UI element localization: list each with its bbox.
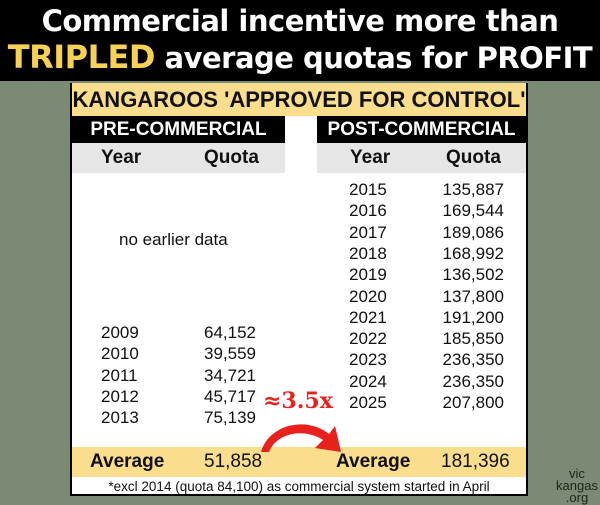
row-quota: 137,800 <box>442 286 504 306</box>
row-year: 2022 <box>349 329 387 349</box>
multiplier-annotation: ≈3.5x <box>263 388 333 414</box>
headline-highlight: TRIPLED <box>7 38 156 76</box>
row-year: 2024 <box>349 371 387 391</box>
no-earlier-data-note: no earlier data <box>119 230 228 249</box>
post-column-headers: Year Quota <box>317 143 526 173</box>
pre-col-quota: Quota <box>204 147 259 168</box>
row-quota: 64,152 <box>204 323 256 342</box>
row-quota: 169,544 <box>442 201 504 221</box>
headline-line-2: TRIPLED average quotas for PROFIT <box>0 38 600 76</box>
logo-line-1: vic <box>569 466 585 481</box>
pre-column-headers: Year Quota <box>72 143 285 173</box>
row-year: 2021 <box>349 307 387 327</box>
row-year: 2020 <box>349 286 387 306</box>
row-year: 2019 <box>349 265 387 285</box>
row-quota: 75,139 <box>204 408 256 428</box>
post-average-label: Average <box>336 451 411 472</box>
headline-banner: Commercial incentive more than TRIPLED a… <box>0 0 600 81</box>
row-quota: 236,350 <box>442 350 504 370</box>
row-quota: 135,887 <box>442 180 504 199</box>
row-year: 2011 <box>101 365 138 385</box>
row-quota: 39,559 <box>204 344 256 364</box>
row-quota: 45,717 <box>204 386 256 406</box>
row-quota: 185,850 <box>442 329 504 349</box>
pre-average-label: Average <box>90 451 165 472</box>
curved-arrow-icon <box>261 424 341 452</box>
row-year: 2012 <box>101 386 139 406</box>
row-year: 2015 <box>349 180 387 199</box>
row-year: 2010 <box>101 344 139 364</box>
row-quota: 189,086 <box>442 222 504 242</box>
row-year: 2023 <box>349 350 387 370</box>
post-col-year: Year <box>350 147 391 168</box>
row-quota: 191,200 <box>442 307 504 327</box>
row-year: 2025 <box>349 393 387 412</box>
logo-line-3: .org <box>565 490 589 505</box>
row-year: 2017 <box>349 222 387 242</box>
row-year: 2018 <box>349 243 387 263</box>
row-year: 2009 <box>101 323 139 342</box>
headline-line-2-rest: average quotas for PROFIT <box>154 41 593 75</box>
post-average-value: 181,396 <box>441 451 510 472</box>
quota-table: KANGAROOS 'APPROVED FOR CONTROL' PRE-COM… <box>70 83 528 496</box>
pre-commercial-heading: PRE-COMMERCIAL <box>72 116 285 143</box>
post-commercial-heading: POST-COMMERCIAL <box>317 116 526 143</box>
footnote: *excl 2014 (quota 84,100) as commercial … <box>108 479 490 494</box>
post-col-quota: Quota <box>446 147 501 168</box>
pre-col-year: Year <box>101 147 142 168</box>
row-quota: 34,721 <box>204 365 256 385</box>
row-quota: 236,350 <box>442 371 504 391</box>
row-year: 2016 <box>349 201 387 221</box>
logo-line-2: kangas <box>556 478 598 493</box>
row-year: 2013 <box>101 408 139 428</box>
row-quota: 136,502 <box>442 265 504 285</box>
table-title: KANGAROOS 'APPROVED FOR CONTROL' <box>72 83 526 116</box>
row-quota: 207,800 <box>442 393 504 412</box>
row-quota: 168,992 <box>442 243 504 263</box>
vickangas-logo: vic kangas .org <box>552 466 600 505</box>
pre-average-value: 51,858 <box>204 451 263 472</box>
average-row: Average 51,858 Average 181,396 <box>72 447 526 477</box>
headline-line-1: Commercial incentive more than <box>41 4 559 38</box>
